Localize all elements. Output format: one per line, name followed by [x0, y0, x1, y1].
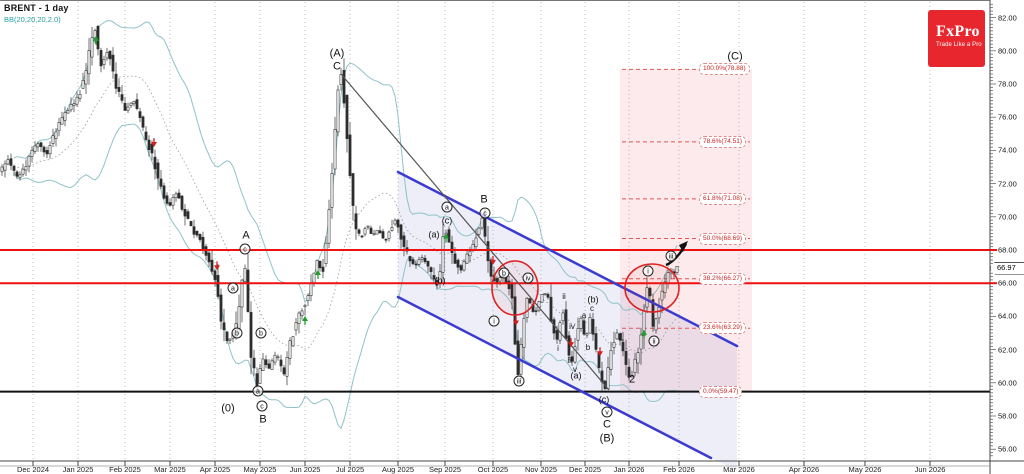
- fib-level-label: 78.6%(74.51): [699, 135, 747, 148]
- wave-label: c: [256, 400, 268, 412]
- time-axis-month-label: Feb 2025: [109, 465, 141, 474]
- fib-level-label: 0.0%(59.47): [699, 385, 743, 398]
- price-axis-tick-label: 70.00: [998, 212, 1017, 222]
- wave-label: (c): [441, 215, 453, 226]
- wave-label: i: [488, 315, 500, 327]
- price-axis-tick-label: 58.00: [998, 411, 1017, 421]
- time-axis-month-label: Jan 2025: [62, 465, 94, 474]
- price-axis-tick-label: 60.00: [998, 378, 1017, 388]
- wave-label: a: [252, 385, 264, 397]
- time-axis-month-label: Jul 2025: [335, 465, 365, 474]
- wave-label: c: [590, 304, 594, 313]
- time-axis-month-label: Feb 2026: [663, 465, 695, 474]
- time-axis-month-label: Jun 2025: [289, 465, 321, 474]
- wave-label: iv: [569, 322, 575, 331]
- time-axis-month-label: May 2026: [848, 465, 882, 474]
- symbol-title: BRENT - 1 day: [4, 3, 69, 13]
- wave-label: (c): [598, 394, 610, 405]
- wave-label: B: [259, 413, 267, 426]
- wave-label: C: [333, 60, 341, 73]
- time-axis-month-label: Dec 2024: [16, 465, 50, 474]
- wave-label: 2: [628, 373, 636, 386]
- wave-label: iii: [665, 250, 677, 262]
- time-axis-month-label: Aug 2025: [381, 465, 415, 474]
- wave-label: (0): [221, 402, 235, 415]
- wave-label: (A): [329, 47, 345, 60]
- fxpro-logo-text: FxPro: [936, 23, 980, 40]
- wave-label: A: [242, 229, 250, 242]
- wave-label: ii: [648, 335, 660, 347]
- time-axis-month-label: Nov 2025: [524, 465, 558, 474]
- wave-label: iii: [567, 356, 573, 365]
- wave-label: C: [603, 418, 611, 431]
- wave-label: c: [239, 243, 251, 255]
- wave-label: a: [441, 201, 453, 213]
- time-axis-month-label: Mar 2026: [723, 465, 755, 474]
- time-axis-month-label: Oct 2025: [477, 465, 509, 474]
- time-axis-month-label: Apr 2025: [199, 465, 231, 474]
- price-axis-tick-label: 72.00: [998, 179, 1017, 189]
- wave-label: 1: [617, 331, 625, 344]
- wave-label: a: [227, 282, 239, 294]
- wave-label: b: [255, 327, 267, 339]
- wave-label: a: [581, 311, 587, 320]
- wave-label: v: [573, 365, 577, 374]
- wave-label: c: [479, 207, 491, 219]
- fib-level-label: 61.8%(71.08): [699, 192, 747, 205]
- time-axis-month-label: Mar 2025: [154, 465, 186, 474]
- price-axis-tick-label: 66.00: [998, 278, 1017, 288]
- time-axis-month-label: May 2025: [243, 465, 277, 474]
- fxpro-tagline: Trade Like a Pro: [936, 42, 982, 48]
- price-axis-tick-label: 76.00: [998, 112, 1017, 122]
- price-axis-tick-label: 56.00: [998, 444, 1017, 454]
- fib-level-label: 38.2%(66.27): [699, 272, 747, 285]
- price-axis-tick-label: 80.00: [998, 46, 1017, 56]
- wave-label: b: [231, 327, 243, 339]
- time-axis-month-label: Dec 2025: [568, 465, 602, 474]
- price-axis-tick-label: 82.00: [998, 13, 1017, 23]
- fib-level-label: 23.6%(63.29): [699, 322, 747, 335]
- wave-label: b: [585, 343, 591, 352]
- wave-label: (a): [428, 229, 440, 240]
- time-axis-month-label: Sep 2025: [428, 465, 462, 474]
- wave-label: (B): [599, 432, 615, 445]
- fib-level-label: 50.0%(68.69): [699, 232, 747, 245]
- wave-label: (b): [434, 275, 446, 286]
- wave-label: i: [557, 344, 559, 353]
- current-price-badge: 66.97: [990, 261, 1024, 275]
- wave-label: (C): [727, 50, 743, 63]
- chart-header: BRENT - 1 day BB(20,20,20,2.0): [4, 3, 69, 24]
- fxpro-logo: FxPro Trade Like a Pro: [928, 10, 985, 67]
- wave-label: (b): [587, 294, 599, 305]
- price-axis-tick-label: 74.00: [998, 145, 1017, 155]
- wave-label: ii: [562, 292, 566, 301]
- price-axis-tick-label: 64.00: [998, 311, 1017, 321]
- wave-label: iii: [513, 375, 525, 387]
- wave-label: B: [480, 193, 488, 206]
- time-axis-month-label: Jan 2026: [613, 465, 645, 474]
- wave-label: iv: [522, 272, 534, 284]
- fib-level-label: 100.0%(78.88): [699, 63, 750, 76]
- indicator-label: BB(20,20,20,2.0): [4, 15, 61, 24]
- wave-label: (a): [570, 370, 582, 381]
- price-axis-tick-label: 62.00: [998, 345, 1017, 355]
- wave-label: b: [498, 267, 510, 279]
- price-axis-tick-label: 68.00: [998, 245, 1017, 255]
- wave-label: i: [642, 265, 654, 277]
- time-axis-month-label: Apr 2026: [788, 465, 820, 474]
- price-axis-tick-label: 78.00: [998, 79, 1017, 89]
- wave-label: v: [601, 406, 613, 418]
- time-axis-month-label: Jun 2026: [914, 465, 946, 474]
